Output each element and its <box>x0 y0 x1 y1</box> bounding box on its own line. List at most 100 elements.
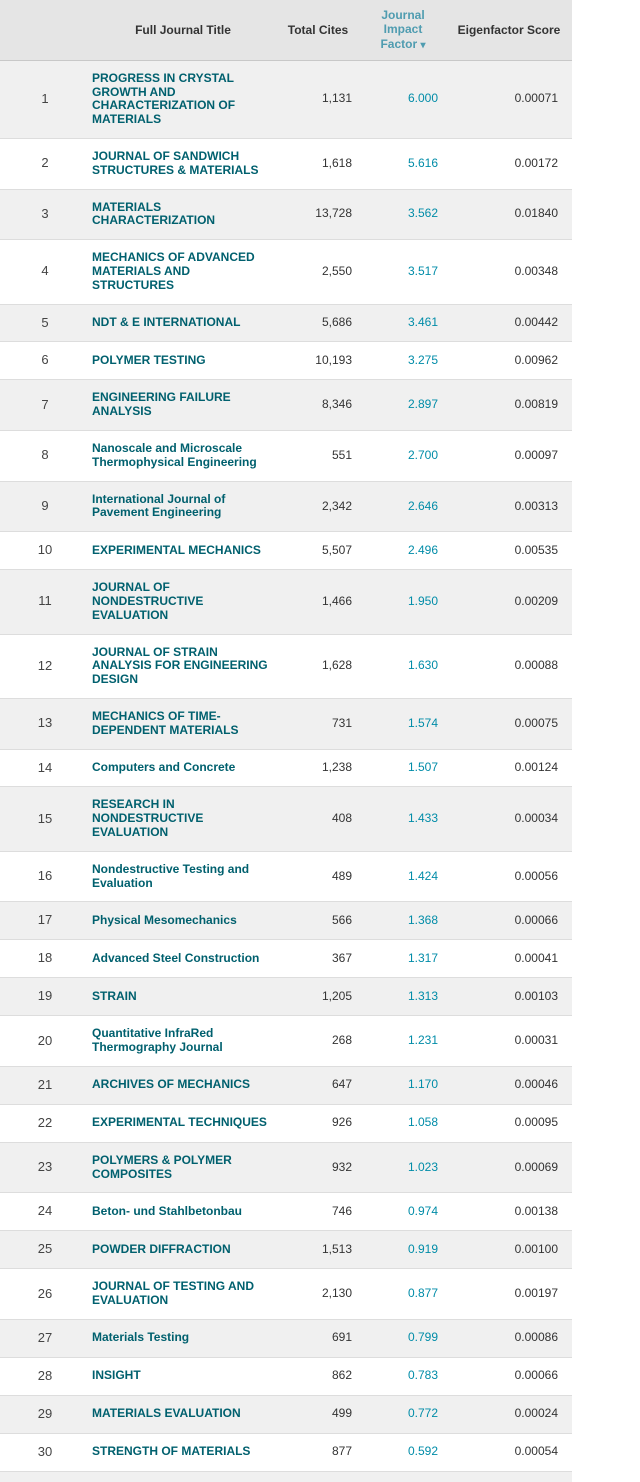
total-cites-cell: 932 <box>276 1141 360 1193</box>
eigenfactor-cell: 0.00066 <box>446 901 572 940</box>
eigenfactor-cell: 0.00046 <box>446 1065 572 1105</box>
impact-factor-cell: 1.231 <box>360 1015 446 1067</box>
journal-title-link[interactable]: Advanced Steel Construction <box>90 939 276 978</box>
rank-cell: 6 <box>0 341 90 380</box>
impact-factor-cell: 2.496 <box>360 531 446 570</box>
eigenfactor-cell: 0.00103 <box>446 977 572 1016</box>
journal-title-link[interactable]: STRAIN <box>90 977 276 1016</box>
total-cites-cell: 1,205 <box>276 977 360 1016</box>
eigenfactor-cell: 0.00124 <box>446 748 572 787</box>
journal-title-link[interactable]: Nanoscale and Microscale Thermophysical … <box>90 430 276 482</box>
impact-factor-cell: 0.783 <box>360 1356 446 1396</box>
table-row: 30 STRENGTH OF MATERIALS 877 0.592 0.00054 <box>0 1432 572 1472</box>
journal-title-link[interactable]: NDT & E INTERNATIONAL <box>90 303 276 342</box>
journal-title-link[interactable]: STRENGTH OF MATERIALS <box>90 1432 276 1472</box>
table-row: 1 PROGRESS IN CRYSTAL GROWTH AND CHARACTE… <box>0 59 572 139</box>
rank-cell: 27 <box>0 1318 90 1358</box>
table-row: 18 Advanced Steel Construction 367 1.317 0.0… <box>0 939 572 978</box>
total-cites-cell: 8,346 <box>276 379 360 431</box>
total-cites-cell: 408 <box>276 786 360 852</box>
eigenfactor-cell: 0.00100 <box>446 1230 572 1269</box>
eigenfactor-cell: 0.00088 <box>446 633 572 699</box>
rank-cell: 31 <box>0 1470 90 1482</box>
total-cites-cell: 1,238 <box>276 748 360 787</box>
impact-factor-cell: 1.424 <box>360 850 446 902</box>
eigenfactor-cell: 0.00075 <box>446 697 572 750</box>
journal-title-link[interactable]: EXPERIMENTAL TECHNIQUES <box>90 1103 276 1143</box>
table-body: 1 PROGRESS IN CRYSTAL GROWTH AND CHARACTE… <box>0 59 572 1482</box>
journal-title-link[interactable]: EXPERIMENTAL MECHANICS <box>90 531 276 570</box>
eigenfactor-cell: 0.01840 <box>446 188 572 240</box>
total-cites-cell: 877 <box>276 1432 360 1472</box>
rank-cell: 11 <box>0 569 90 635</box>
eigenfactor-cell: 0.00069 <box>446 1141 572 1193</box>
journal-title-link[interactable]: Beton- und Stahlbetonbau <box>90 1192 276 1231</box>
table-row: 24 Beton- und Stahlbetonbau 746 0.974 0.0013… <box>0 1192 572 1231</box>
impact-factor-cell: 0.799 <box>360 1318 446 1358</box>
table-row: 5 NDT & E INTERNATIONAL 5,686 3.461 0.00442 <box>0 303 572 342</box>
total-cites-cell: 647 <box>276 1470 360 1482</box>
journal-title-link[interactable]: Materials Testing <box>90 1318 276 1358</box>
journal-title-link[interactable]: JOURNAL OF SANDWICH STRUCTURES & MATERIA… <box>90 137 276 190</box>
table-row: 17 Physical Mesomechanics 566 1.368 0.00066 <box>0 901 572 940</box>
impact-factor-cell: 0.919 <box>360 1230 446 1269</box>
impact-factor-cell: 5.616 <box>360 137 446 190</box>
journal-title-link[interactable]: MECHANICS OF ADVANCED MATERIALS AND STRU… <box>90 239 276 305</box>
journal-title-link[interactable]: MATERIALS CHARACTERIZATION <box>90 188 276 240</box>
rank-cell: 29 <box>0 1394 90 1434</box>
total-cites-cell: 566 <box>276 901 360 940</box>
table-row: 16 Nondestructive Testing and Evaluation 4… <box>0 850 572 902</box>
total-cites-cell: 499 <box>276 1394 360 1434</box>
journal-title-link[interactable]: RUSSIAN JOURNAL OF NONDESTRUCTIVE TESTIN… <box>90 1470 276 1482</box>
rank-cell: 22 <box>0 1103 90 1143</box>
impact-factor-cell: 0.585 <box>360 1470 446 1482</box>
journal-impact-factor-column-header[interactable]: Journal Impact Factor ▾ <box>360 0 446 61</box>
journal-title-link[interactable]: POLYMER TESTING <box>90 341 276 380</box>
table-row: 13 MECHANICS OF TIME-DEPENDENT MATERIALS 7… <box>0 697 572 750</box>
journal-title-link[interactable]: JOURNAL OF TESTING AND EVALUATION <box>90 1268 276 1320</box>
journal-title-link[interactable]: MATERIALS EVALUATION <box>90 1394 276 1434</box>
eigenfactor-cell: 0.00172 <box>446 137 572 190</box>
impact-factor-cell: 1.170 <box>360 1065 446 1105</box>
rank-column-header <box>0 0 90 61</box>
eigenfactor-cell: 0.00034 <box>446 786 572 852</box>
eigenfactor-cell: 0.00535 <box>446 531 572 570</box>
impact-factor-cell: 1.574 <box>360 697 446 750</box>
journal-title-link[interactable]: ARCHIVES OF MECHANICS <box>90 1065 276 1105</box>
impact-factor-cell: 3.562 <box>360 188 446 240</box>
journal-title-link[interactable]: INSIGHT <box>90 1356 276 1396</box>
eigenfactor-cell: 0.00095 <box>446 1103 572 1143</box>
journal-title-link[interactable]: International Journal of Pavement Engine… <box>90 480 276 532</box>
total-cites-cell: 1,618 <box>276 137 360 190</box>
journal-title-link[interactable]: Physical Mesomechanics <box>90 901 276 940</box>
full-journal-title-column-header[interactable]: Full Journal Title <box>90 0 276 61</box>
impact-factor-cell: 2.897 <box>360 379 446 431</box>
journal-title-link[interactable]: POLYMERS & POLYMER COMPOSITES <box>90 1141 276 1193</box>
rank-cell: 12 <box>0 633 90 699</box>
journal-impact-factor-header-label: Journal Impact Factor <box>380 8 425 51</box>
journal-title-link[interactable]: POWDER DIFFRACTION <box>90 1230 276 1269</box>
total-cites-cell: 489 <box>276 850 360 902</box>
journal-title-link[interactable]: JOURNAL OF NONDESTRUCTIVE EVALUATION <box>90 569 276 635</box>
eigenfactor-cell: 0.00197 <box>446 1268 572 1320</box>
total-cites-cell: 647 <box>276 1065 360 1105</box>
eigenfactor-cell: 0.00086 <box>446 1318 572 1358</box>
journal-title-link[interactable]: MECHANICS OF TIME-DEPENDENT MATERIALS <box>90 697 276 750</box>
impact-factor-cell: 0.592 <box>360 1432 446 1472</box>
rank-cell: 14 <box>0 748 90 787</box>
journal-title-link[interactable]: Computers and Concrete <box>90 748 276 787</box>
eigenfactor-cell: 0.00819 <box>446 379 572 431</box>
eigenfactor-score-column-header[interactable]: Eigenfactor Score <box>446 0 572 61</box>
total-cites-cell: 5,686 <box>276 303 360 342</box>
journal-title-link[interactable]: JOURNAL OF STRAIN ANALYSIS FOR ENGINEERI… <box>90 633 276 699</box>
journal-title-link[interactable]: PROGRESS IN CRYSTAL GROWTH AND CHARACTER… <box>90 59 276 139</box>
total-cites-cell: 691 <box>276 1318 360 1358</box>
table-row: 7 ENGINEERING FAILURE ANALYSIS 8,346 2.897 0… <box>0 379 572 431</box>
journal-title-link[interactable]: RESEARCH IN NONDESTRUCTIVE EVALUATION <box>90 786 276 852</box>
total-cites-column-header[interactable]: Total Cites <box>276 0 360 61</box>
eigenfactor-cell: 0.00031 <box>446 1015 572 1067</box>
journal-title-link[interactable]: ENGINEERING FAILURE ANALYSIS <box>90 379 276 431</box>
journal-title-link[interactable]: Nondestructive Testing and Evaluation <box>90 850 276 902</box>
journal-title-link[interactable]: Quantitative InfraRed Thermography Journ… <box>90 1015 276 1067</box>
sort-desc-icon: ▾ <box>420 39 426 51</box>
